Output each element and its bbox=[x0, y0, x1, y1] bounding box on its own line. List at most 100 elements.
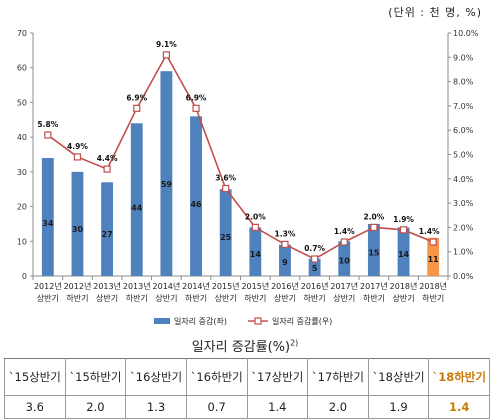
rate-point bbox=[429, 238, 437, 246]
bar-value-label: 44 bbox=[131, 203, 143, 212]
rate-point-label: 4.9% bbox=[67, 142, 88, 151]
rate-point-label: 5.8% bbox=[37, 120, 58, 129]
table-value-cell: 1.3 bbox=[125, 395, 187, 419]
x-tick-label-year: 2017년 bbox=[330, 281, 358, 291]
x-tick-label-half: 하반기 bbox=[66, 293, 88, 303]
rate-point-label: 6.9% bbox=[126, 93, 147, 102]
bar-value-label: 34 bbox=[42, 219, 54, 228]
bar bbox=[249, 227, 262, 276]
bar-value-label: 14 bbox=[250, 250, 262, 259]
right-tick-label: 5.0% bbox=[453, 151, 474, 160]
left-tick-label: 20 bbox=[17, 203, 27, 212]
bar bbox=[308, 258, 321, 276]
rate-point-label: 9.1% bbox=[156, 40, 177, 49]
rate-point-label: 4.4% bbox=[97, 154, 118, 163]
x-tick-label-half: 상반기 bbox=[392, 293, 414, 303]
left-tick-label: 60 bbox=[17, 64, 27, 73]
right-tick-label: 1.0% bbox=[453, 248, 474, 257]
table-value-cell: 2.0 bbox=[307, 395, 369, 419]
x-tick-label-year: 2015년 bbox=[212, 281, 240, 291]
rate-table: `15상반기 `15하반기 `16상반기 `16하반기 `17상반기 `17하반기 `18상… bbox=[4, 358, 490, 419]
table-caption: 일자리 증감률(%)2) bbox=[0, 336, 490, 355]
bar-value-label: 59 bbox=[161, 180, 173, 189]
right-tick-label: 7.0% bbox=[453, 102, 474, 111]
x-tick-label-year: 2018년 bbox=[419, 281, 447, 291]
right-tick-label: 8.0% bbox=[453, 78, 474, 87]
bar-value-label: 5 bbox=[312, 264, 318, 273]
bar bbox=[279, 244, 291, 276]
rate-point bbox=[73, 153, 82, 161]
x-tick-label-half: 하반기 bbox=[422, 293, 444, 303]
bar bbox=[219, 189, 232, 276]
bar bbox=[190, 116, 202, 276]
bar-value-label: 30 bbox=[72, 225, 84, 234]
x-tick-label-year: 2016년 bbox=[301, 281, 329, 291]
left-tick-label: 40 bbox=[17, 133, 27, 142]
x-tick-label-year: 2017년 bbox=[360, 281, 388, 291]
rate-line bbox=[47, 53, 434, 260]
left-tick-label: 30 bbox=[17, 168, 27, 177]
x-tick-label-year: 2012년 bbox=[34, 281, 62, 291]
bar bbox=[130, 123, 143, 276]
rate-point-label: 6.9% bbox=[186, 93, 207, 102]
table-header-cell: `18하반기 bbox=[428, 358, 490, 396]
bar-value-label: 27 bbox=[102, 230, 113, 239]
legend-bar-swatch bbox=[154, 318, 170, 324]
x-tick-label-half: 하반기 bbox=[126, 293, 148, 303]
table-value-cell: 3.6 bbox=[4, 395, 66, 419]
x-tick-label-year: 2014년 bbox=[182, 281, 210, 291]
bar-value-label: 10 bbox=[339, 256, 351, 265]
right-tick-label: 4.0% bbox=[453, 175, 474, 184]
rate-point bbox=[133, 104, 141, 112]
rate-point-label: 2.0% bbox=[363, 212, 384, 221]
legend-bar-label: 일자리 증감(좌) bbox=[174, 316, 227, 326]
left-tick-label: 0 bbox=[22, 272, 27, 281]
employment-chart: 0 10 20 30 40 50 60 70 0.0% 1.0% 2.0% 3.0% 4.0% 5.0% 6… bbox=[17, 29, 479, 326]
rate-point bbox=[103, 165, 111, 173]
right-tick-label: 6.0% bbox=[453, 126, 474, 135]
rate-point bbox=[192, 104, 200, 112]
x-tick-label-half: 상반기 bbox=[37, 293, 59, 303]
rate-point bbox=[162, 51, 170, 59]
x-tick-label-year: 2018년 bbox=[390, 281, 418, 291]
table-value-cell: 1.4 bbox=[246, 395, 309, 419]
x-tick-label-half: 하반기 bbox=[304, 293, 326, 303]
x-tick-label-year: 2012년 bbox=[64, 281, 92, 291]
rate-point-label: 1.4% bbox=[419, 227, 440, 236]
caption-text: 일자리 증감률(%) bbox=[191, 340, 291, 355]
x-tick-label-half: 하반기 bbox=[185, 293, 207, 303]
bar bbox=[427, 237, 440, 276]
bar-value-label: 15 bbox=[368, 249, 380, 258]
table-value-cell: 2.0 bbox=[64, 395, 127, 419]
table-header-cell: `15하반기 bbox=[64, 358, 127, 396]
rate-point bbox=[44, 131, 52, 139]
rate-point bbox=[311, 255, 319, 263]
rate-point-label: 1.4% bbox=[334, 227, 355, 236]
left-tick-label: 50 bbox=[17, 98, 27, 107]
bar-value-label: 46 bbox=[190, 200, 202, 209]
rate-point bbox=[251, 223, 259, 231]
table-header-cell: `17하반기 bbox=[307, 358, 369, 396]
left-tick-label: 10 bbox=[17, 237, 27, 246]
rate-point-label: 1.3% bbox=[275, 229, 296, 238]
bar bbox=[160, 71, 173, 276]
bar bbox=[397, 227, 410, 276]
rate-point bbox=[399, 226, 408, 234]
rate-point-label: 0.7% bbox=[304, 244, 325, 253]
right-tick-label: 2.0% bbox=[453, 223, 474, 232]
rate-point bbox=[340, 238, 348, 246]
legend-line-marker bbox=[254, 317, 262, 325]
bar-value-label: 9 bbox=[282, 258, 288, 267]
bar bbox=[41, 157, 54, 276]
x-tick-label-year: 2015년 bbox=[241, 281, 269, 291]
legend-line-label: 일자리 증감률(우) bbox=[272, 316, 332, 326]
table-header-cell: `16상반기 bbox=[125, 358, 187, 396]
table-header-cell: `16하반기 bbox=[185, 358, 248, 396]
right-tick-label: 0.0% bbox=[453, 272, 474, 281]
x-tick-label-half: 상반기 bbox=[215, 293, 237, 303]
x-tick-label-half: 상반기 bbox=[96, 293, 118, 303]
rate-point bbox=[222, 184, 230, 193]
table-header-row: `15상반기 `15하반기 `16상반기 `16하반기 `17상반기 `17하반기 `18상… bbox=[4, 358, 490, 396]
x-tick-label-half: 하반기 bbox=[244, 293, 266, 303]
table-value-cell: 1.9 bbox=[367, 395, 430, 419]
